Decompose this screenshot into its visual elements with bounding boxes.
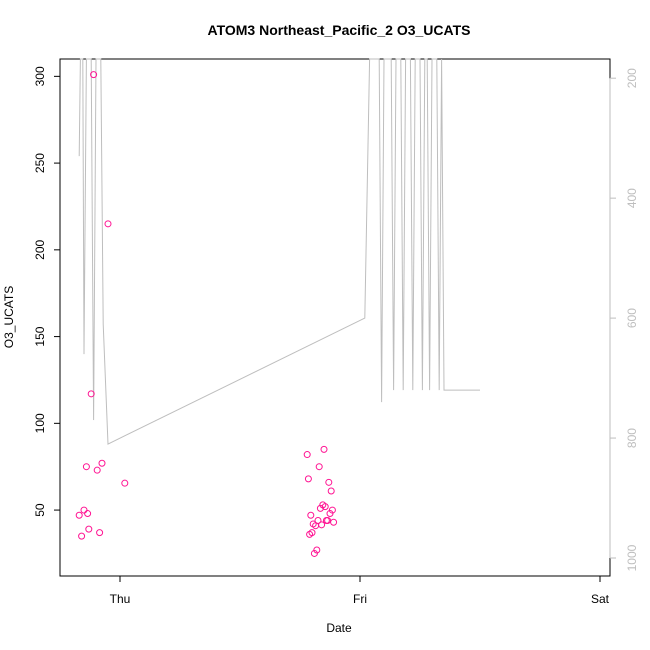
y2-tick-label: 600 [625,308,639,328]
y-axis: 50 100 150 200 250 300 [33,66,61,517]
x-tick-label: Sat [591,592,610,606]
x-tick-label: Fri [353,592,367,606]
y-axis-label: O3_UCATS [2,286,16,348]
secondary-y-axis: 200 400 600 800 1000 [609,68,639,571]
data-point [87,390,95,398]
data-point [328,506,336,514]
y-tick-label: 200 [33,240,47,260]
data-point [121,479,129,487]
data-point [316,504,324,512]
data-point [314,516,322,524]
data-point [315,463,323,471]
data-point [84,510,92,518]
data-point [313,546,321,554]
data-point [325,478,333,486]
y2-tick-label: 400 [625,188,639,208]
data-point [330,518,338,526]
data-point [303,451,311,459]
x-axis: Thu Fri Sat [110,576,610,606]
data-point [310,549,318,557]
data-point [80,506,88,514]
data-point [320,445,328,453]
data-point [93,466,101,474]
points-layer [75,71,338,557]
data-point [327,487,335,495]
data-point [321,503,329,511]
data-point [308,529,316,537]
overlay-line [78,58,480,445]
data-point [318,521,326,529]
overlay-line-layer [78,58,480,445]
x-tick-label: Thu [110,592,131,606]
y2-tick-label: 800 [625,428,639,448]
x-axis-label: Date [326,621,352,635]
y2-tick-label: 1000 [625,544,639,571]
y-tick-label: 150 [33,326,47,346]
data-point [307,511,315,519]
y-tick-label: 250 [33,153,47,173]
data-point [78,532,86,540]
y-tick-label: 300 [33,66,47,86]
data-point [85,525,93,533]
data-point [98,459,106,467]
chart-title: ATOM3 Northeast_Pacific_2 O3_UCATS [208,22,471,38]
data-point [304,475,312,483]
y-tick-label: 50 [33,503,47,517]
data-point [326,510,334,518]
data-point [104,220,112,228]
data-point [90,71,98,79]
y2-tick-label: 200 [625,68,639,88]
data-point [96,529,104,537]
y-tick-label: 100 [33,413,47,433]
data-point [82,463,90,471]
data-point [75,511,83,519]
